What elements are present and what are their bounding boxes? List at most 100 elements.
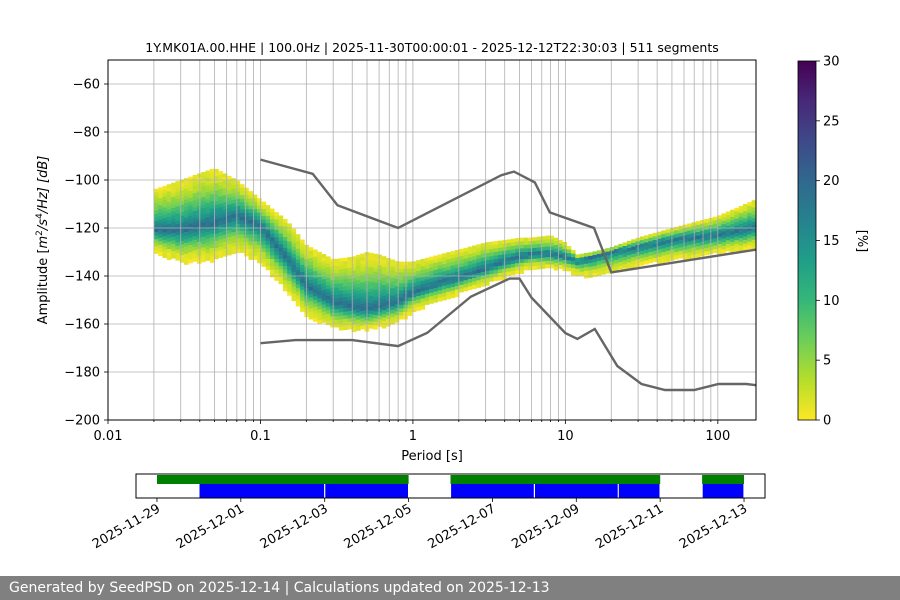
heatmap-cell (351, 310, 357, 315)
timeline-tick-label: 2025-11-29 (90, 501, 163, 552)
heatmap-cell (485, 263, 490, 268)
heatmap-cell (360, 307, 365, 312)
heatmap-cell (368, 270, 374, 275)
heatmap-cell (583, 267, 589, 272)
heatmap-cell (291, 236, 297, 240)
heatmap-cell (360, 300, 365, 305)
heatmap-cell (442, 264, 447, 268)
heatmap-cell (519, 241, 524, 246)
heatmap-cell (313, 310, 318, 315)
heatmap-cell (252, 212, 258, 217)
heatmap-cell (347, 260, 352, 265)
heatmap-cell (347, 296, 352, 301)
heatmap-cell (368, 296, 374, 300)
heatmap-cell (721, 231, 727, 236)
heatmap-cell (553, 266, 559, 271)
heatmap-cell (325, 296, 331, 300)
heatmap-cell (485, 245, 490, 250)
heatmap-cell (252, 219, 258, 224)
heatmap-cell (730, 238, 735, 243)
heatmap-cell (248, 205, 254, 210)
heatmap-cell (334, 284, 340, 288)
heatmap-cell (270, 251, 275, 256)
heatmap-cell (308, 297, 314, 302)
heatmap-cell (420, 284, 426, 289)
heatmap-cell (347, 293, 352, 297)
heatmap-cell (313, 253, 318, 257)
heatmap-cell (248, 230, 254, 235)
heatmap-cell (162, 229, 168, 233)
heatmap-cell (239, 202, 245, 207)
heatmap-cell (424, 279, 430, 284)
heatmap-cell (192, 193, 198, 197)
heatmap-cell (411, 275, 417, 280)
heatmap-cell (566, 253, 572, 257)
heatmap-cell (248, 241, 254, 246)
heatmap-cell (725, 240, 731, 245)
heatmap-cell (463, 283, 469, 288)
heatmap-cell (644, 256, 649, 261)
heatmap-cell (356, 298, 361, 302)
heatmap-cell (338, 287, 344, 291)
heatmap-cell (571, 271, 576, 276)
heatmap-cell (356, 316, 361, 320)
heatmap-cell (171, 218, 176, 223)
heatmap-cell (231, 250, 236, 255)
heatmap-cell (360, 275, 365, 279)
heatmap-cell (209, 222, 215, 227)
heatmap-cell (317, 302, 322, 307)
heatmap-cell (648, 252, 653, 256)
heatmap-cell (454, 275, 460, 280)
heatmap-cell (618, 247, 623, 252)
heatmap-cell (652, 258, 658, 262)
heatmap-cell (321, 311, 327, 316)
heatmap-cell (222, 231, 228, 235)
heatmap-cell (351, 299, 357, 304)
heatmap-cell (356, 301, 361, 306)
heatmap-cell (274, 248, 279, 252)
heatmap-cell (257, 234, 262, 239)
heatmap-cell (166, 220, 172, 225)
heatmap-cell (691, 247, 696, 252)
heatmap-cell (454, 289, 460, 294)
heatmap-cell (424, 290, 430, 295)
heatmap-cell (420, 262, 426, 267)
heatmap-cell (536, 243, 542, 248)
heatmap-cell (493, 266, 499, 271)
heatmap-cell (416, 260, 421, 264)
heatmap-cell (515, 259, 520, 264)
heatmap-cell (682, 224, 688, 229)
heatmap-cell (235, 213, 241, 217)
heatmap-cell (153, 246, 159, 251)
heatmap-cell (317, 280, 322, 285)
heatmap-cell (196, 184, 202, 189)
heatmap-cell (476, 258, 481, 263)
heatmap-cell (540, 254, 546, 259)
timeline-tick-label: 2025-12-05 (342, 501, 415, 552)
heatmap-cell (390, 295, 395, 300)
heatmap-cell (218, 236, 223, 240)
heatmap-cell (476, 283, 481, 288)
heatmap-cell (450, 283, 456, 288)
heatmap-cell (433, 287, 438, 292)
heatmap-cell (330, 262, 335, 267)
heatmap-cell (480, 282, 486, 287)
heatmap-cell (231, 192, 236, 197)
heatmap-cell (523, 252, 529, 256)
heatmap-cell (351, 285, 357, 289)
x-tick-label: 0.01 (94, 429, 123, 444)
heatmap-cell (356, 258, 361, 263)
heatmap-cell (588, 255, 593, 260)
heatmap-cell (334, 291, 340, 296)
heatmap-cell (356, 312, 361, 317)
heatmap-cell (450, 294, 456, 299)
heatmap-cell (446, 263, 451, 267)
heatmap-cell (368, 278, 374, 282)
heatmap-cell (386, 308, 391, 313)
heatmap-cell (295, 288, 301, 293)
heatmap-cell (755, 199, 756, 204)
heatmap-cell (755, 224, 756, 229)
heatmap-cell (704, 237, 709, 241)
heatmap-cell (407, 294, 413, 298)
heatmap-cell (218, 207, 223, 212)
